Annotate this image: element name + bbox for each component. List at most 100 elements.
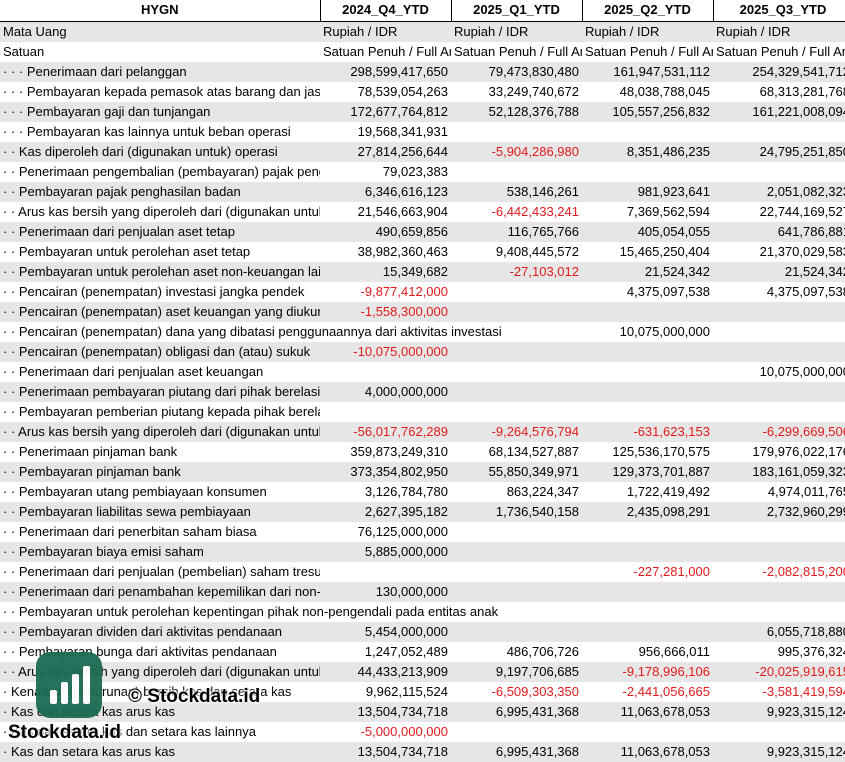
row-label[interactable]: · Kas dan setara kas dan setara kas lain… bbox=[0, 721, 320, 742]
value-cell[interactable] bbox=[582, 161, 713, 182]
row-label[interactable]: · · Pembayaran untuk perolehan aset teta… bbox=[0, 241, 320, 262]
value-cell[interactable] bbox=[451, 381, 582, 402]
value-cell[interactable] bbox=[320, 361, 451, 382]
value-cell[interactable]: 129,373,701,887 bbox=[582, 461, 713, 482]
value-cell[interactable] bbox=[451, 521, 582, 542]
value-cell[interactable]: 405,054,055 bbox=[582, 221, 713, 242]
row-label[interactable]: · · Pembayaran pinjaman bank bbox=[0, 461, 320, 482]
value-cell[interactable] bbox=[451, 121, 582, 142]
value-cell[interactable]: 9,408,445,572 bbox=[451, 241, 582, 262]
value-cell[interactable] bbox=[451, 161, 582, 182]
value-cell[interactable] bbox=[451, 721, 582, 742]
row-label[interactable]: · · Pembayaran utang pembiayaan konsumen bbox=[0, 481, 320, 502]
header-period-2[interactable]: 2025_Q1_YTD bbox=[451, 0, 583, 22]
value-cell[interactable]: 116,765,766 bbox=[451, 221, 582, 242]
value-cell[interactable] bbox=[451, 621, 582, 642]
value-cell[interactable]: -20,025,919,615 bbox=[713, 661, 845, 682]
value-cell[interactable]: 863,224,347 bbox=[451, 481, 582, 502]
value-cell[interactable]: 21,546,663,904 bbox=[320, 201, 451, 222]
value-cell[interactable]: 373,354,802,950 bbox=[320, 461, 451, 482]
value-cell[interactable] bbox=[713, 521, 845, 542]
value-cell[interactable] bbox=[582, 341, 713, 362]
value-cell[interactable]: 22,744,169,527 bbox=[713, 201, 845, 222]
value-cell[interactable]: -56,017,762,289 bbox=[320, 421, 451, 442]
row-label[interactable]: · · Pembayaran pajak penghasilan badan bbox=[0, 181, 320, 202]
value-cell[interactable] bbox=[713, 381, 845, 402]
value-cell[interactable]: Satuan Penuh / Full Amount bbox=[320, 41, 451, 62]
value-cell[interactable] bbox=[713, 121, 845, 142]
value-cell[interactable] bbox=[713, 721, 845, 742]
value-cell[interactable]: 538,146,261 bbox=[451, 181, 582, 202]
value-cell[interactable] bbox=[320, 561, 451, 582]
value-cell[interactable] bbox=[713, 541, 845, 562]
row-label[interactable]: · · Pembayaran untuk perolehan aset non-… bbox=[0, 261, 320, 282]
value-cell[interactable] bbox=[451, 301, 582, 322]
value-cell[interactable] bbox=[451, 361, 582, 382]
header-ticker[interactable]: HYGN bbox=[0, 0, 321, 22]
value-cell[interactable]: 995,376,324 bbox=[713, 641, 845, 662]
value-cell[interactable]: 15,349,682 bbox=[320, 261, 451, 282]
value-cell[interactable]: -9,877,412,000 bbox=[320, 281, 451, 302]
value-cell[interactable] bbox=[713, 301, 845, 322]
value-cell[interactable]: 2,051,082,323 bbox=[713, 181, 845, 202]
value-cell[interactable]: Satuan Penuh / Full Amount bbox=[713, 41, 845, 62]
value-cell[interactable] bbox=[451, 321, 582, 342]
row-label[interactable]: · · Penerimaan pengembalian (pembayaran)… bbox=[0, 161, 320, 182]
value-cell[interactable] bbox=[582, 581, 713, 602]
value-cell[interactable]: 44,433,213,909 bbox=[320, 661, 451, 682]
value-cell[interactable]: 10,075,000,000 bbox=[582, 321, 713, 342]
value-cell[interactable]: -9,178,996,106 bbox=[582, 661, 713, 682]
value-cell[interactable]: Rupiah / IDR bbox=[320, 21, 451, 42]
value-cell[interactable]: -5,000,000,000 bbox=[320, 721, 451, 742]
value-cell[interactable]: -227,281,000 bbox=[582, 561, 713, 582]
value-cell[interactable]: 5,454,000,000 bbox=[320, 621, 451, 642]
value-cell[interactable]: 359,873,249,310 bbox=[320, 441, 451, 462]
value-cell[interactable]: 9,923,315,124 bbox=[713, 701, 845, 722]
value-cell[interactable]: Satuan Penuh / Full Amount bbox=[451, 41, 582, 62]
value-cell[interactable] bbox=[582, 721, 713, 742]
value-cell[interactable]: 4,974,011,765 bbox=[713, 481, 845, 502]
value-cell[interactable]: 641,786,881 bbox=[713, 221, 845, 242]
value-cell[interactable]: 130,000,000 bbox=[320, 581, 451, 602]
row-label[interactable]: · · · Pembayaran kepada pemasok atas bar… bbox=[0, 81, 320, 102]
value-cell[interactable]: 10,075,000,000 bbox=[713, 361, 845, 382]
row-label[interactable]: · · Pencairan (penempatan) dana yang dib… bbox=[0, 321, 502, 342]
row-label[interactable]: · · Arus kas bersih yang diperoleh dari … bbox=[0, 421, 320, 442]
value-cell[interactable]: 48,038,788,045 bbox=[582, 81, 713, 102]
value-cell[interactable]: 105,557,256,832 bbox=[582, 101, 713, 122]
row-label[interactable]: · · Pencairan (penempatan) obligasi dan … bbox=[0, 341, 320, 362]
value-cell[interactable]: 172,677,764,812 bbox=[320, 101, 451, 122]
value-cell[interactable]: 4,375,097,538 bbox=[582, 281, 713, 302]
value-cell[interactable]: 68,134,527,887 bbox=[451, 441, 582, 462]
row-label[interactable]: Satuan bbox=[0, 41, 320, 62]
value-cell[interactable]: -10,075,000,000 bbox=[320, 341, 451, 362]
value-cell[interactable]: 76,125,000,000 bbox=[320, 521, 451, 542]
value-cell[interactable]: Rupiah / IDR bbox=[582, 21, 713, 42]
value-cell[interactable] bbox=[713, 341, 845, 362]
row-label[interactable]: · · Arus kas bersih yang diperoleh dari … bbox=[0, 201, 320, 222]
value-cell[interactable]: 161,947,531,112 bbox=[582, 61, 713, 82]
value-cell[interactable] bbox=[451, 341, 582, 362]
row-label[interactable]: · Kas dan setara kas arus kas bbox=[0, 741, 320, 762]
value-cell[interactable]: -27,103,012 bbox=[451, 261, 582, 282]
row-label[interactable]: · · Penerimaan dari penjualan aset keuan… bbox=[0, 361, 320, 382]
value-cell[interactable]: 2,435,098,291 bbox=[582, 501, 713, 522]
value-cell[interactable]: 52,128,376,788 bbox=[451, 101, 582, 122]
row-label[interactable]: · · Penerimaan dari penjualan (pembelian… bbox=[0, 561, 320, 582]
row-label[interactable]: · · Penerimaan dari penambahan kepemilik… bbox=[0, 581, 320, 602]
value-cell[interactable]: 11,063,678,053 bbox=[582, 701, 713, 722]
header-period-1[interactable]: 2024_Q4_YTD bbox=[320, 0, 452, 22]
value-cell[interactable]: 9,962,115,524 bbox=[320, 681, 451, 702]
value-cell[interactable]: 68,313,281,768 bbox=[713, 81, 845, 102]
value-cell[interactable]: 6,995,431,368 bbox=[451, 741, 582, 762]
value-cell[interactable]: 11,063,678,053 bbox=[582, 741, 713, 762]
row-label[interactable]: · · Pembayaran pemberian piutang kepada … bbox=[0, 401, 320, 422]
row-label[interactable]: · · · Pembayaran gaji dan tunjangan bbox=[0, 101, 320, 122]
row-label[interactable]: · · Penerimaan pinjaman bank bbox=[0, 441, 320, 462]
value-cell[interactable]: -2,082,815,200 bbox=[713, 561, 845, 582]
value-cell[interactable] bbox=[451, 561, 582, 582]
value-cell[interactable]: 956,666,011 bbox=[582, 641, 713, 662]
value-cell[interactable]: 24,795,251,850 bbox=[713, 141, 845, 162]
value-cell[interactable]: -1,558,300,000 bbox=[320, 301, 451, 322]
value-cell[interactable]: 21,524,342 bbox=[713, 261, 845, 282]
